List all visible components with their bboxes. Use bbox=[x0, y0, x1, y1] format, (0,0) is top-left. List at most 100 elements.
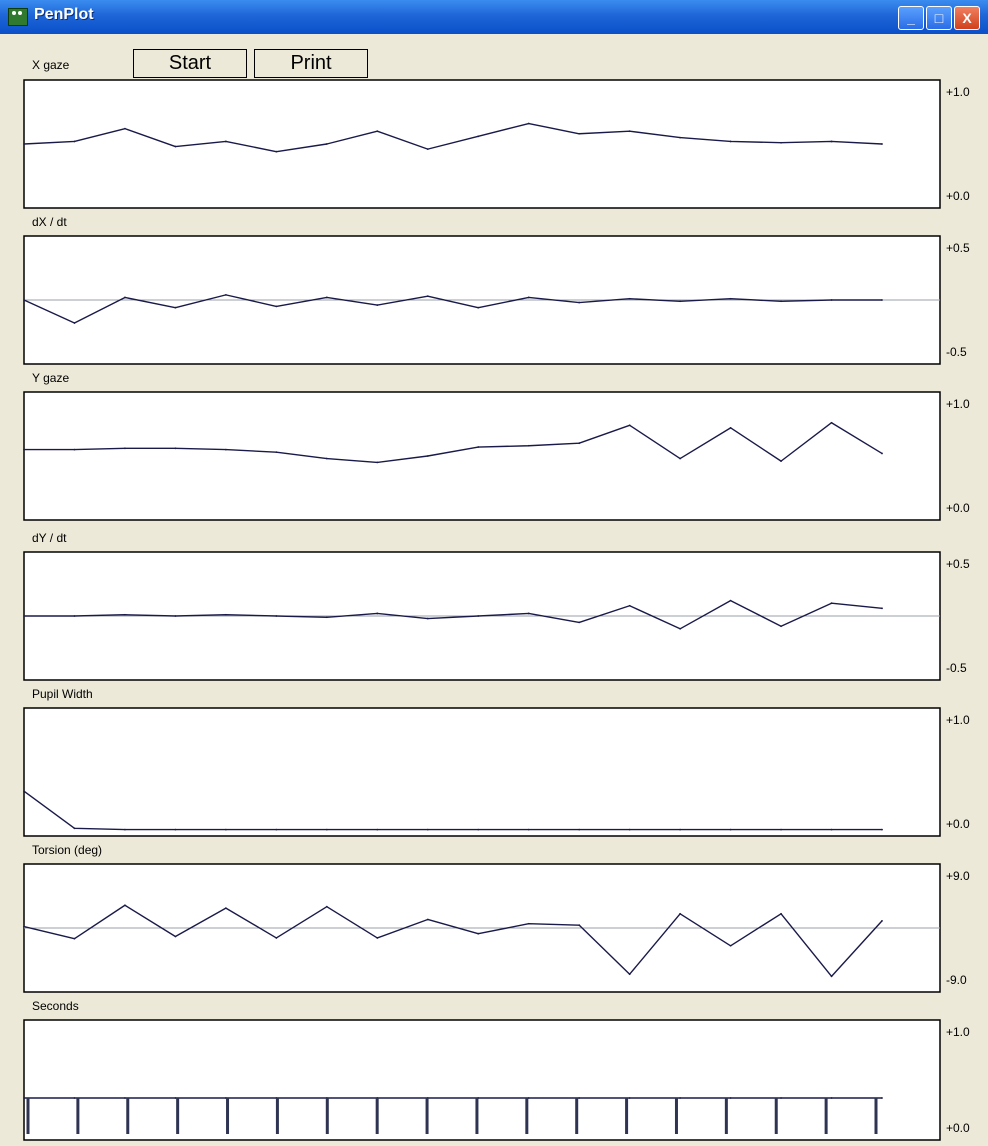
panel-1-point-0 bbox=[23, 299, 25, 301]
panel-5-point-10 bbox=[527, 922, 530, 925]
panel-3-label: dY / dt bbox=[32, 531, 67, 545]
window-title: PenPlot bbox=[34, 6, 94, 23]
start-button[interactable]: Start bbox=[133, 49, 247, 78]
panel-2-ytick-top: +1.0 bbox=[946, 397, 970, 411]
panel-5-point-12 bbox=[628, 973, 631, 976]
panel-0-point-10 bbox=[527, 122, 530, 125]
panel-4-point-4 bbox=[224, 828, 227, 831]
panel-4-point-5 bbox=[275, 828, 278, 831]
panel-0-point-9 bbox=[477, 135, 480, 138]
panel-6-point-16 bbox=[830, 1097, 833, 1099]
panel-2-point-10 bbox=[527, 444, 530, 447]
panel-1-point-13 bbox=[679, 300, 682, 303]
panel-0-series-line bbox=[23, 122, 883, 153]
panel-3-point-7 bbox=[376, 612, 379, 615]
panel-1-series-line bbox=[23, 294, 882, 324]
panel-5-point-9 bbox=[477, 932, 480, 935]
panel-6-point-11 bbox=[578, 1097, 581, 1099]
panel-2-point-0 bbox=[23, 448, 25, 451]
panel-2-point-4 bbox=[224, 448, 227, 451]
panel-5-point-13 bbox=[679, 912, 682, 915]
panel-3-point-5 bbox=[275, 615, 278, 617]
panel-0-point-0 bbox=[23, 143, 25, 145]
panel-2-point-2 bbox=[124, 447, 126, 450]
panel-0-frame bbox=[23, 79, 941, 209]
panel-5-series-line bbox=[23, 904, 883, 978]
panel-6-point-0 bbox=[23, 1097, 25, 1099]
panel-3-point-15 bbox=[780, 625, 782, 628]
panel-1-point-15 bbox=[780, 300, 782, 303]
panel-0-point-8 bbox=[426, 148, 429, 151]
panel-3-ytick-top: +0.5 bbox=[946, 557, 970, 571]
panel-5-point-16 bbox=[830, 975, 833, 978]
panel-2-series-line bbox=[24, 422, 883, 464]
panel-3-point-8 bbox=[426, 617, 429, 620]
panel-6-point-12 bbox=[628, 1097, 631, 1099]
panel-0-point-2 bbox=[124, 127, 126, 130]
panel-5-point-3 bbox=[174, 935, 177, 938]
panel-1-point-3 bbox=[174, 306, 177, 309]
panel-6-point-3 bbox=[174, 1097, 177, 1099]
panel-3-point-11 bbox=[578, 621, 581, 624]
panel-1-point-2 bbox=[124, 296, 126, 299]
panel-4-point-3 bbox=[174, 828, 177, 831]
print-button[interactable]: Print bbox=[254, 49, 368, 78]
panel-5-point-7 bbox=[376, 937, 379, 939]
panel-0-point-3 bbox=[174, 145, 177, 148]
panel-6-ytick-bottom: +0.0 bbox=[946, 1121, 970, 1135]
panel-5-point-4 bbox=[224, 907, 227, 909]
panel-3-point-9 bbox=[477, 615, 480, 617]
panel-3-point-10 bbox=[527, 612, 530, 615]
panel-1-point-11 bbox=[578, 301, 581, 304]
panel-0-point-6 bbox=[325, 143, 328, 145]
panel-4-point-7 bbox=[376, 828, 379, 831]
panel-3-point-14 bbox=[729, 599, 732, 602]
panel-6-point-2 bbox=[124, 1097, 126, 1099]
panel-3-series-line bbox=[24, 599, 883, 630]
panel-3-point-4 bbox=[224, 613, 227, 616]
panel-2-point-11 bbox=[578, 442, 581, 445]
panel-4-point-6 bbox=[325, 828, 328, 831]
panel-6-ytick-top: +1.0 bbox=[946, 1025, 970, 1039]
panel-0-point-7 bbox=[376, 130, 379, 133]
panel-6-label: Seconds bbox=[32, 999, 79, 1013]
panel-4-ytick-bottom: +0.0 bbox=[946, 817, 970, 831]
panel-0-point-4 bbox=[224, 140, 227, 143]
panel-6-point-13 bbox=[679, 1097, 682, 1099]
maximize-button[interactable]: □ bbox=[926, 6, 952, 30]
panel-4-point-13 bbox=[679, 828, 682, 831]
panel-6-point-17 bbox=[881, 1097, 883, 1099]
panel-1-ytick-bottom: -0.5 bbox=[946, 345, 967, 359]
panel-4-point-11 bbox=[578, 828, 581, 831]
panel-0-point-16 bbox=[830, 140, 833, 143]
panel-2-frame bbox=[23, 391, 941, 521]
panel-2-point-7 bbox=[376, 461, 379, 464]
panel-3-point-16 bbox=[830, 602, 833, 605]
minimize-button[interactable]: _ bbox=[898, 6, 924, 30]
panel-4-point-16 bbox=[830, 828, 833, 831]
panel-3-point-1 bbox=[73, 615, 76, 617]
panel-4-point-0 bbox=[23, 790, 25, 793]
panel-6-point-14 bbox=[729, 1097, 732, 1099]
panel-0-point-15 bbox=[780, 141, 782, 144]
panel-1-point-12 bbox=[628, 297, 631, 300]
panel-4-point-9 bbox=[477, 828, 480, 831]
panel-3-point-0 bbox=[23, 615, 25, 617]
close-button[interactable]: X bbox=[954, 6, 980, 30]
panel-4-point-14 bbox=[729, 828, 732, 831]
panel-1-point-14 bbox=[729, 297, 732, 300]
panel-0-point-12 bbox=[628, 130, 631, 133]
panel-5-point-2 bbox=[124, 904, 126, 907]
panel-0-point-11 bbox=[578, 132, 581, 135]
panel-3-point-13 bbox=[679, 627, 682, 630]
panel-3-point-2 bbox=[124, 613, 126, 616]
panel-2-point-17 bbox=[881, 452, 883, 455]
panel-5-point-1 bbox=[73, 937, 76, 940]
panel-2-point-15 bbox=[780, 460, 782, 463]
panel-2-point-13 bbox=[679, 457, 682, 460]
panel-2-ytick-bottom: +0.0 bbox=[946, 501, 970, 515]
panel-5-point-15 bbox=[780, 912, 782, 915]
panel-5-point-8 bbox=[426, 918, 429, 921]
x-gaze-label: X gaze bbox=[32, 58, 70, 72]
panel-0-ytick-bottom: +0.0 bbox=[946, 189, 970, 203]
